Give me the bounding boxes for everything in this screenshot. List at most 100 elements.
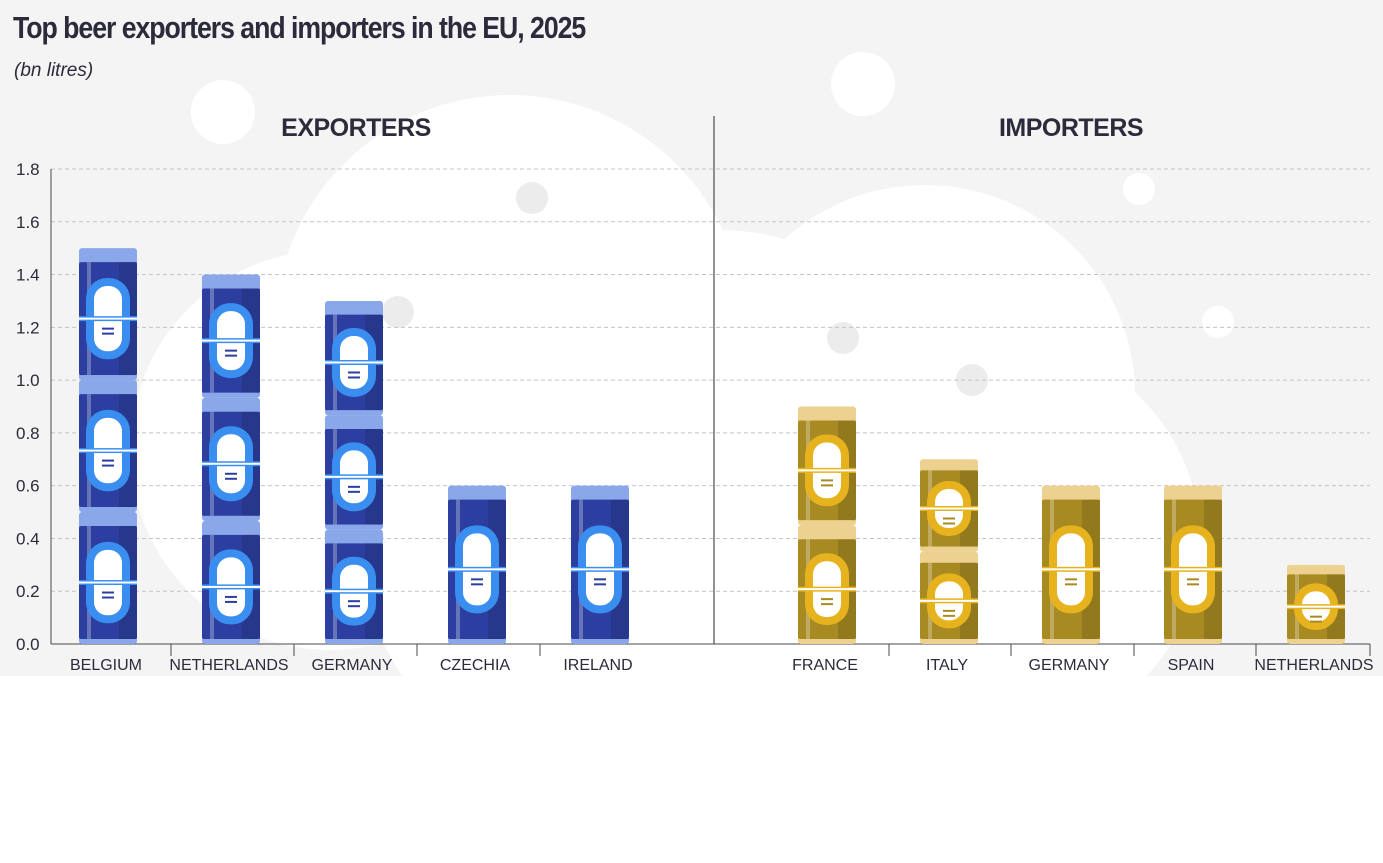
can-text-line	[348, 600, 360, 603]
y-tick-label: 1.2	[16, 318, 40, 337]
can-base	[327, 410, 381, 416]
bubble	[831, 52, 895, 116]
category-label: IRELAND	[563, 657, 632, 674]
chart-title: Top beer exporters and importers in the …	[13, 10, 586, 45]
exporters-title: EXPORTERS	[281, 114, 431, 142]
can-band-shine	[325, 361, 383, 364]
can-band-shine	[202, 339, 260, 342]
can-band-shine	[448, 568, 506, 571]
can-base	[922, 639, 976, 644]
category-label: SPAIN	[1168, 657, 1215, 674]
unit-label: (bn litres)	[14, 60, 94, 81]
bubble	[827, 322, 859, 354]
can-text-line	[1310, 620, 1322, 623]
can-band-shine	[798, 588, 856, 591]
can-text-line	[1187, 578, 1199, 581]
can-text-line	[348, 490, 360, 493]
can-text-line	[348, 376, 360, 379]
can-text-line	[1065, 583, 1077, 586]
bar-importer-italy	[920, 459, 978, 644]
can-text-line	[102, 459, 114, 462]
can-base	[1289, 639, 1343, 644]
can-base	[204, 515, 258, 521]
can-text-line	[1187, 583, 1199, 586]
category-label: BELGIUM	[70, 657, 142, 674]
bar-exporter-belgium	[79, 248, 137, 644]
can-band-shine	[1287, 605, 1345, 608]
can-text-line	[943, 522, 955, 525]
can-text-line	[102, 332, 114, 335]
bar-exporter-germany	[325, 300, 383, 644]
can-text-line	[348, 371, 360, 374]
can-band-shine	[1042, 568, 1100, 571]
can-band-shine	[79, 449, 137, 452]
beer-trade-chart: 0.0 0.2 0.4 0.6 0.8 1.0 1.2 1.4 1.6 1.8 EXPORTERS B…	[16, 52, 1374, 676]
can-text-line	[471, 578, 483, 581]
can-text-line	[471, 583, 483, 586]
can-text-line	[943, 517, 955, 520]
bubble	[1123, 173, 1155, 205]
can-text-line	[225, 595, 237, 598]
can-text-line	[225, 354, 237, 357]
can-text-line	[225, 349, 237, 352]
y-tick-label: 0.2	[16, 582, 40, 601]
y-tick-label: 1.0	[16, 371, 40, 390]
category-label: GERMANY	[1029, 657, 1110, 674]
can-text-line	[102, 596, 114, 599]
can-base	[800, 639, 854, 644]
y-tick-label: 1.4	[16, 266, 40, 285]
can-base	[204, 392, 258, 398]
bubble	[382, 296, 414, 328]
can-band-shine	[571, 568, 629, 571]
can-text-line	[225, 472, 237, 475]
bar-exporter-czechia	[448, 485, 506, 644]
can-base	[81, 639, 135, 644]
can-text-line	[1065, 578, 1077, 581]
can-text-line	[594, 583, 606, 586]
y-tick-label: 0.0	[16, 635, 40, 654]
y-tick-label: 0.4	[16, 529, 40, 548]
bubble	[1202, 306, 1234, 338]
bar-importer-france	[798, 406, 856, 644]
can-band-shine	[798, 469, 856, 472]
chart-panel: Top beer exporters and importers in the …	[0, 0, 1383, 676]
can-text-line	[225, 477, 237, 480]
can-base	[450, 639, 504, 644]
bar-exporter-netherlands	[202, 274, 260, 644]
bar-importer-netherlands	[1287, 564, 1345, 644]
can-band-shine	[325, 590, 383, 593]
bubble	[191, 80, 255, 144]
category-label: NETHERLANDS	[1254, 657, 1373, 674]
can-base	[1044, 639, 1098, 644]
can-text-line	[102, 327, 114, 330]
can-text-line	[821, 603, 833, 606]
can-text-line	[943, 614, 955, 617]
importers-title: IMPORTERS	[999, 114, 1143, 142]
can-text-line	[943, 609, 955, 612]
y-tick-label: 1.8	[16, 160, 40, 179]
category-label: NETHERLANDS	[169, 657, 288, 674]
can-text-line	[594, 578, 606, 581]
can-base	[573, 639, 627, 644]
y-tick-label: 0.6	[16, 477, 40, 496]
can-text-line	[348, 605, 360, 608]
can-band-shine	[79, 581, 137, 584]
can-text-line	[1310, 615, 1322, 618]
can-text-line	[821, 484, 833, 487]
bar-importer-germany	[1042, 485, 1100, 644]
can-text-line	[348, 485, 360, 488]
can-base	[81, 507, 135, 513]
can-band-shine	[920, 507, 978, 510]
can-band-shine	[202, 585, 260, 588]
can-band-shine	[79, 317, 137, 320]
category-label: GERMANY	[312, 657, 393, 674]
category-label: FRANCE	[792, 657, 858, 674]
can-band-shine	[1164, 568, 1222, 571]
can-base	[327, 639, 381, 644]
can-text-line	[102, 591, 114, 594]
can-band-shine	[325, 475, 383, 478]
can-text-line	[821, 479, 833, 482]
can-text-line	[225, 600, 237, 603]
can-base	[800, 520, 854, 526]
bubble	[516, 182, 548, 214]
